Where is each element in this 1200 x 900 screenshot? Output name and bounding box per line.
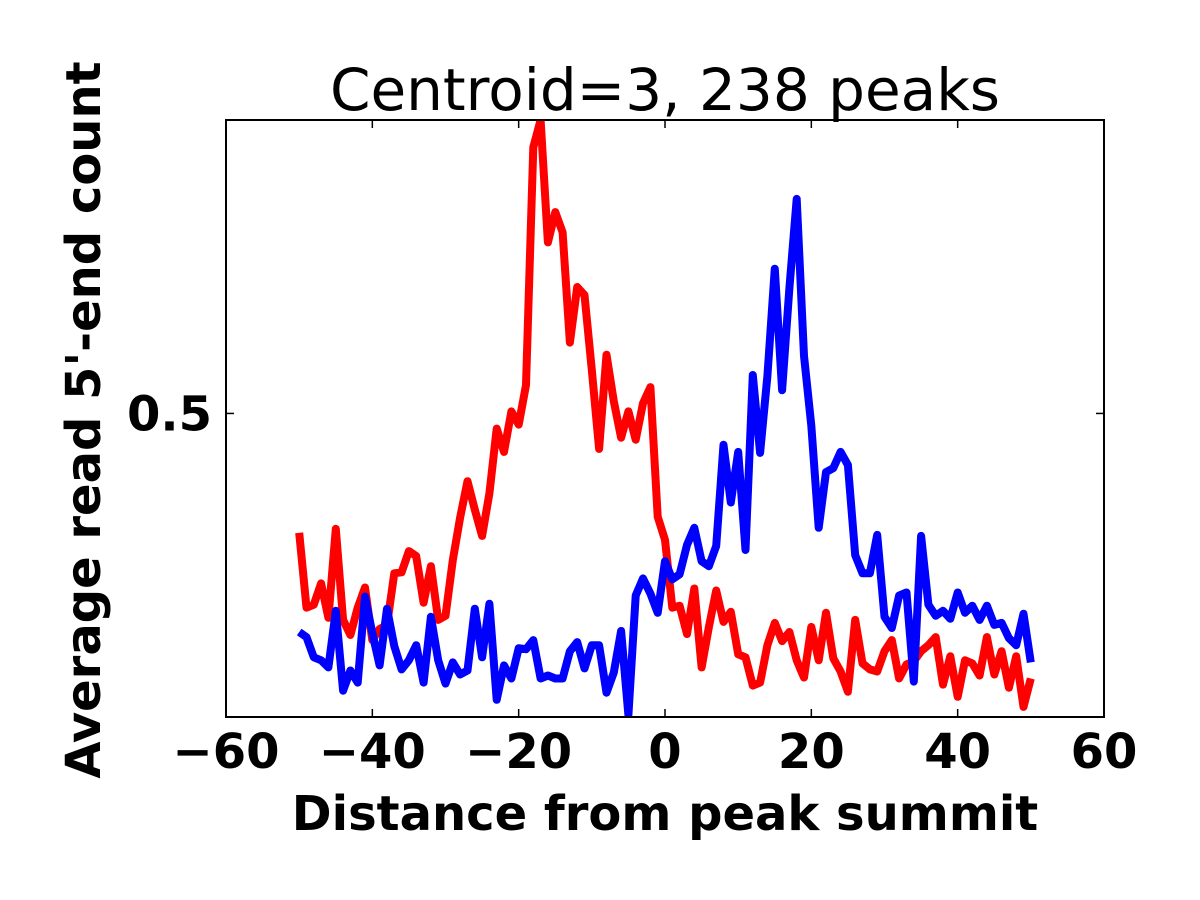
x-tick-label: −20 [465, 724, 572, 780]
x-tick-label: 20 [778, 724, 845, 780]
plot-frame [225, 119, 1105, 718]
x-tick-label: −40 [319, 724, 426, 780]
x-tick-label: 40 [924, 724, 991, 780]
x-tick-label: 60 [1071, 724, 1138, 780]
series-line-1 [296, 194, 1035, 717]
ticks-layer: −60 −40 −20 0 20 40 60 0.5 [127, 120, 1137, 780]
y-axis-label: Average read 5'-end count [56, 61, 112, 778]
y-tick-label: 0.5 [127, 386, 212, 442]
chart-title: Centroid=3, 238 peaks [330, 56, 1000, 124]
series-line-0 [295, 120, 1035, 711]
x-tick-label: −60 [172, 724, 279, 780]
x-tick-label: 0 [648, 724, 681, 780]
x-axis-label: Distance from peak summit [292, 786, 1038, 842]
series-layer [295, 120, 1035, 717]
